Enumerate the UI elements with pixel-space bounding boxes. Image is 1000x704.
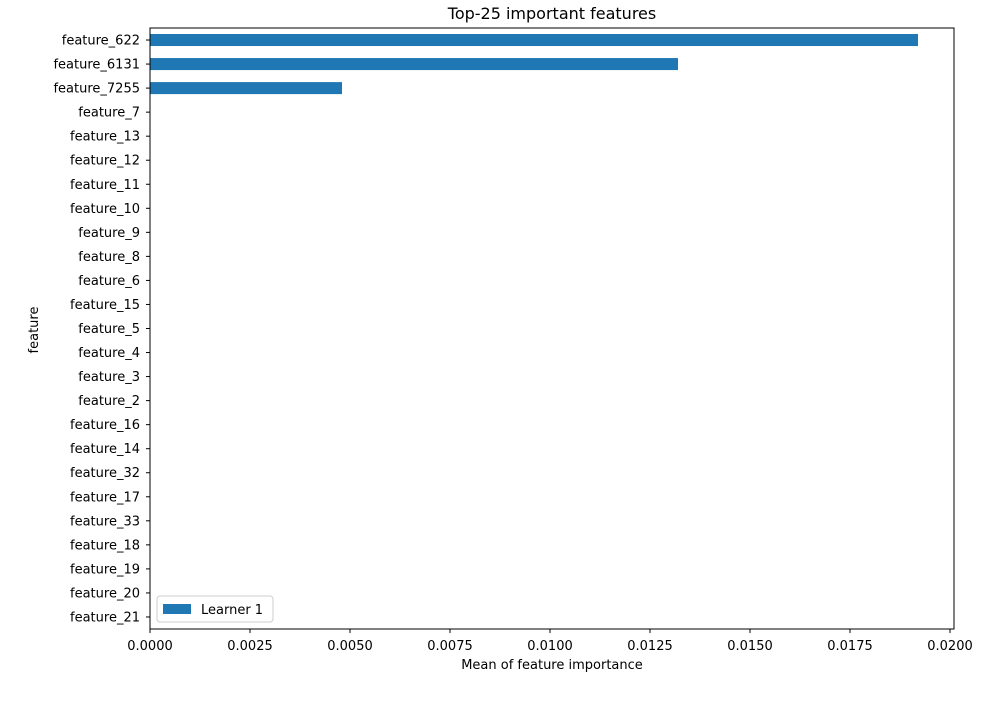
y-tick-label: feature_14 — [70, 442, 140, 457]
y-tick-label: feature_16 — [70, 418, 140, 433]
x-tick-label: 0.0150 — [727, 639, 773, 654]
y-tick-label: feature_18 — [70, 538, 140, 553]
y-tick-label: feature_6131 — [53, 58, 140, 73]
y-tick-label: feature_13 — [70, 130, 140, 145]
x-tick-label: 0.0025 — [227, 639, 273, 654]
y-tick-label: feature_12 — [70, 154, 140, 169]
legend-box — [156, 595, 274, 623]
x-tick-label: 0.0100 — [527, 639, 573, 654]
x-axis-ticks: 0.0000 0.0025 0.0050 0.0075 0.0100 0.0125 0.01… — [127, 629, 973, 654]
y-tick-label: feature_4 — [78, 346, 140, 361]
y-tick-label: feature_6 — [78, 274, 140, 289]
y-tick-label: feature_8 — [78, 250, 140, 265]
y-tick-label: feature_20 — [70, 586, 140, 601]
bar-feature_7255 — [150, 82, 342, 95]
y-tick-label: feature_17 — [70, 490, 140, 505]
bars-layer — [150, 34, 918, 95]
chart-title: Top-25 important features — [447, 4, 656, 23]
y-tick-label: feature_9 — [78, 226, 140, 241]
bar-feature_622 — [150, 34, 918, 47]
legend-label: Learner 1 — [201, 603, 263, 618]
bar-feature_6131 — [150, 58, 678, 71]
legend: Learner 1 — [156, 595, 274, 623]
y-tick-label: feature_15 — [70, 298, 140, 313]
x-tick-label: 0.0075 — [427, 639, 473, 654]
x-axis-label: Mean of feature importance — [461, 658, 643, 673]
x-tick-label: 0.0050 — [327, 639, 373, 654]
y-tick-label: feature_7255 — [53, 82, 140, 97]
y-tick-label: feature_3 — [78, 370, 140, 385]
x-tick-label: 0.0175 — [827, 639, 873, 654]
y-tick-label: feature_7 — [78, 106, 140, 121]
y-tick-label: feature_5 — [78, 322, 140, 337]
y-tick-label: feature_11 — [70, 178, 140, 193]
x-tick-label: 0.0000 — [127, 639, 173, 654]
y-tick-label: feature_10 — [70, 202, 140, 217]
y-axis-label: feature — [27, 307, 42, 354]
legend-swatch — [163, 604, 191, 614]
y-tick-label: feature_21 — [70, 610, 140, 625]
plot-frame — [149, 27, 955, 630]
x-tick-label: 0.0200 — [927, 639, 973, 654]
y-axis-ticks: feature_622 feature_6131 feature_7255featu… — [53, 34, 150, 625]
x-tick-label: 0.0125 — [627, 639, 673, 654]
y-tick-label: feature_622 — [62, 34, 140, 49]
y-tick-label: feature_19 — [70, 562, 140, 577]
y-tick-label: feature_32 — [70, 466, 140, 481]
y-tick-label: feature_33 — [70, 514, 140, 529]
y-tick-label: feature_2 — [78, 394, 140, 409]
